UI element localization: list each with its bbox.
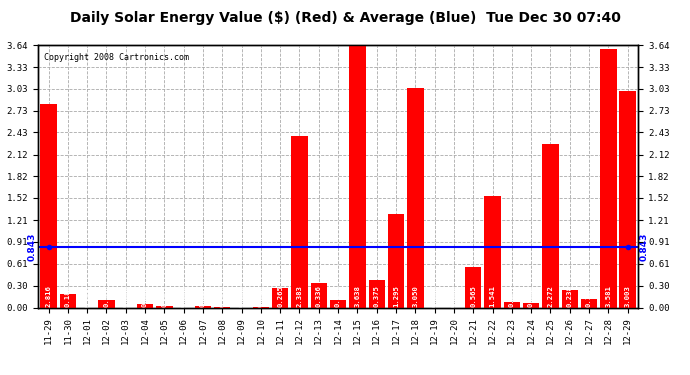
Bar (40, 104, 57, 308)
Bar (484, 196, 501, 308)
Text: 1.295: 1.295 (393, 285, 399, 307)
Bar (330, 300, 346, 307)
Text: 0.843: 0.843 (28, 232, 37, 261)
Text: 0.001: 0.001 (219, 285, 226, 307)
Text: 3.638: 3.638 (355, 285, 360, 307)
Text: 3.581: 3.581 (605, 285, 611, 307)
Text: 2.272: 2.272 (547, 285, 553, 307)
Bar (504, 302, 520, 307)
Text: 0.843: 0.843 (639, 232, 648, 261)
Bar (620, 91, 636, 308)
Text: 0.051: 0.051 (142, 285, 148, 307)
Text: 0.000: 0.000 (181, 285, 187, 307)
Bar (253, 307, 269, 308)
Text: 0.265: 0.265 (277, 285, 283, 307)
Bar (388, 214, 404, 308)
Text: 0.238: 0.238 (566, 285, 573, 307)
Bar (562, 290, 578, 308)
Text: 2.383: 2.383 (297, 285, 302, 307)
Text: Daily Solar Energy Value ($) (Red) & Average (Blue)  Tue Dec 30 07:40: Daily Solar Energy Value ($) (Red) & Ave… (70, 11, 620, 25)
Text: 3.050: 3.050 (413, 285, 418, 307)
Bar (581, 298, 598, 307)
Text: 0.063: 0.063 (528, 285, 534, 307)
Bar (195, 306, 211, 308)
Text: 2.816: 2.816 (46, 285, 52, 307)
Text: 0.000: 0.000 (239, 285, 244, 307)
Text: 0.074: 0.074 (509, 285, 515, 307)
Bar (542, 144, 559, 308)
Bar (310, 283, 327, 308)
Text: 0.000: 0.000 (432, 285, 437, 307)
Text: 0.336: 0.336 (316, 285, 322, 307)
Text: 0.565: 0.565 (470, 285, 476, 307)
Bar (137, 304, 153, 307)
Bar (465, 267, 482, 308)
Text: 0.000: 0.000 (84, 285, 90, 307)
Text: Copyright 2008 Cartronics.com: Copyright 2008 Cartronics.com (44, 53, 189, 62)
Text: 0.024: 0.024 (200, 285, 206, 307)
Text: 1.541: 1.541 (489, 285, 495, 307)
Bar (349, 45, 366, 308)
Bar (407, 87, 424, 308)
Text: 0.188: 0.188 (65, 285, 71, 307)
Text: 0.023: 0.023 (161, 285, 168, 307)
Text: 0.124: 0.124 (586, 285, 592, 307)
Text: 0.375: 0.375 (374, 285, 380, 307)
Bar (368, 280, 385, 308)
Text: 0.010: 0.010 (258, 285, 264, 307)
Bar (98, 300, 115, 307)
Bar (156, 306, 172, 308)
Text: 0.000: 0.000 (451, 285, 457, 307)
Bar (291, 136, 308, 308)
Bar (272, 288, 288, 308)
Text: 0.107: 0.107 (104, 285, 110, 307)
Text: 0.108: 0.108 (335, 285, 341, 307)
Bar (59, 294, 76, 307)
Bar (523, 303, 540, 307)
Text: 0.000: 0.000 (123, 285, 129, 307)
Text: 3.003: 3.003 (624, 285, 631, 307)
Bar (600, 49, 617, 308)
